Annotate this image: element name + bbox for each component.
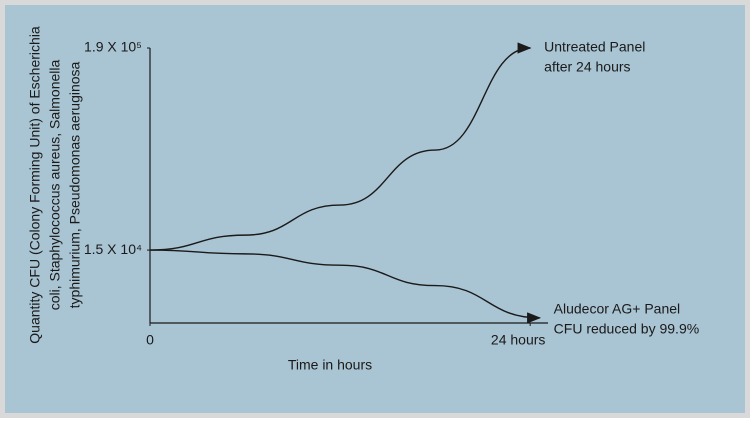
series-label: after 24 hours — [544, 59, 630, 75]
data-line — [149, 249, 542, 324]
y-axis-label: coli, Staphylococcus aureus, Salmonella — [47, 59, 63, 310]
series-label: CFU reduced by 99.9% — [554, 321, 700, 337]
data-line — [149, 42, 532, 251]
series-label: Untreated Panel — [544, 39, 645, 55]
y-tick-label: 1.5 X 10⁴ — [84, 241, 142, 257]
y-axis-label: Quantity CFU (Colony Forming Unit) of Es… — [27, 26, 43, 344]
series-label: Aludecor AG+ Panel — [554, 301, 680, 317]
x-tick-label: 24 hours — [491, 332, 545, 348]
plot-background — [5, 5, 745, 413]
y-axis-label: typhimurium, Pseudomonas aeruginosa — [67, 61, 83, 308]
x-axis-label: Time in hours — [288, 357, 372, 373]
x-tick-label: 0 — [146, 332, 154, 348]
y-tick-label: 1.9 X 10⁵ — [84, 39, 142, 55]
